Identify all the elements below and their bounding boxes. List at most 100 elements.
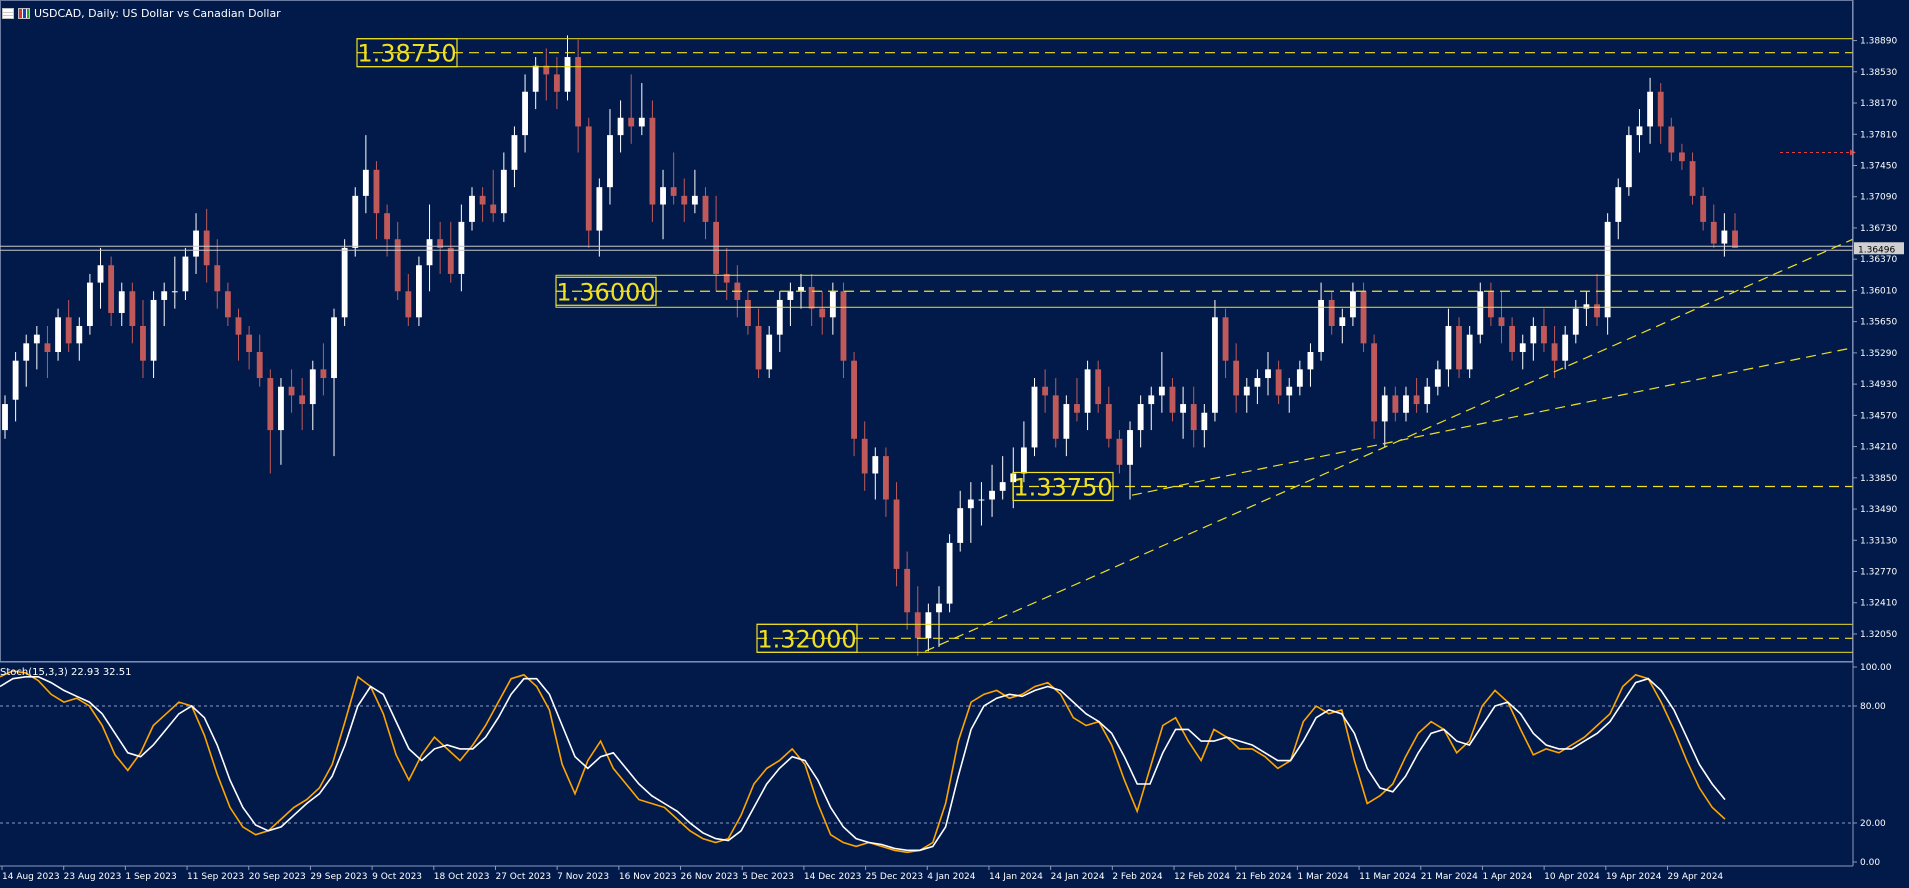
- bear-candle: [203, 230, 210, 266]
- date-tick-label: 7 Nov 2023: [557, 872, 609, 882]
- date-tick-label: 20 Sep 2023: [249, 872, 306, 882]
- bull-candle: [1349, 291, 1356, 318]
- bull-candle: [161, 291, 168, 300]
- bull-candle: [1201, 412, 1208, 431]
- bull-candle: [1020, 447, 1027, 474]
- bear-candle: [394, 239, 401, 292]
- bull-candle: [193, 230, 199, 257]
- price-tick-label: 1.36730: [1860, 224, 1897, 234]
- bull-candle: [596, 187, 603, 231]
- date-tick-label: 9 Oct 2023: [372, 872, 422, 882]
- bear-candle: [1074, 404, 1080, 413]
- bull-candle: [1434, 369, 1441, 387]
- chart-window-icon[interactable]: [2, 7, 14, 19]
- bear-candle: [1360, 291, 1367, 344]
- bull-candle: [798, 286, 804, 292]
- date-tick-label: 12 Feb 2024: [1174, 872, 1230, 882]
- bear-candle: [267, 378, 274, 431]
- bear-candle: [1116, 438, 1123, 465]
- bull-candle: [458, 221, 465, 274]
- bull-candle: [416, 265, 422, 318]
- bull-candle: [86, 282, 93, 326]
- bull-candle: [925, 612, 932, 639]
- bear-candle: [1541, 325, 1547, 344]
- bear-candle: [1095, 369, 1102, 405]
- bull-candle: [1137, 404, 1144, 431]
- bull-candle: [1530, 325, 1537, 344]
- date-tick-label: 5 Dec 2023: [742, 872, 794, 882]
- bear-candle: [65, 317, 72, 344]
- bull-candle: [660, 187, 666, 205]
- bull-candle: [1604, 221, 1611, 318]
- bull-candle: [617, 117, 624, 136]
- bull-candle: [776, 299, 783, 335]
- current-price-label: 1.36496: [1858, 245, 1895, 255]
- date-tick-label: 1 Mar 2024: [1297, 872, 1349, 882]
- date-tick-label: 21 Mar 2024: [1421, 872, 1478, 882]
- price-tick-label: 1.32410: [1860, 599, 1897, 609]
- bear-candle: [1328, 299, 1335, 326]
- bull-candle: [331, 317, 337, 379]
- bear-candle: [479, 195, 486, 205]
- bear-candle: [1700, 195, 1707, 222]
- bear-candle: [1551, 343, 1558, 361]
- trendline-major: [924, 238, 1854, 652]
- symbol-title: USDCAD, Daily: US Dollar vs Canadian Dol…: [34, 6, 281, 20]
- bull-candle: [118, 291, 125, 313]
- bull-candle: [1307, 352, 1314, 370]
- chart-header: USDCAD, Daily: US Dollar vs Canadian Dol…: [0, 0, 281, 26]
- bull-candle: [1318, 299, 1324, 353]
- bull-candle: [500, 169, 507, 214]
- bull-candle: [1265, 369, 1271, 379]
- price-tick-label: 1.34930: [1860, 380, 1897, 390]
- stoch-tick-label: 20.00: [1860, 819, 1886, 829]
- bull-candle: [23, 343, 30, 361]
- stochastic-pane[interactable]: [0, 670, 1853, 854]
- bull-candle: [607, 135, 613, 188]
- bear-candle: [1679, 152, 1685, 162]
- bear-candle: [1052, 395, 1059, 439]
- bear-candle: [1169, 386, 1176, 413]
- bull-candle: [638, 117, 645, 127]
- bull-candle: [1636, 126, 1643, 136]
- bear-candle: [1105, 404, 1112, 439]
- date-tick-label: 18 Oct 2023: [434, 872, 490, 882]
- bull-candle: [1477, 291, 1484, 335]
- price-tick-label: 1.38530: [1860, 68, 1897, 78]
- date-tick-label: 21 Feb 2024: [1236, 872, 1292, 882]
- bear-candle: [553, 74, 560, 92]
- bear-candle: [1456, 325, 1462, 370]
- date-tick-label: 25 Dec 2023: [866, 872, 924, 882]
- bull-candle: [1158, 386, 1165, 396]
- bull-candle: [1721, 230, 1728, 244]
- bear-candle: [384, 213, 391, 240]
- bull-candle: [150, 299, 157, 361]
- level-label: 1.36000: [556, 278, 655, 306]
- bear-candle: [851, 360, 857, 439]
- chart-type-icon[interactable]: [18, 7, 30, 19]
- bull-candle: [967, 499, 974, 509]
- bear-candle: [1275, 369, 1282, 396]
- bull-candle: [362, 169, 369, 196]
- price-tick-label: 1.37090: [1860, 193, 1897, 203]
- bull-candle: [1424, 386, 1431, 405]
- bear-candle: [299, 395, 306, 405]
- level-label-box: [555, 276, 657, 306]
- bear-candle: [670, 187, 677, 196]
- bull-candle: [1466, 334, 1473, 370]
- bear-candle: [1498, 317, 1505, 326]
- date-tick-label: 23 Aug 2023: [64, 872, 122, 882]
- bear-candle: [1668, 126, 1675, 153]
- bull-candle: [829, 291, 836, 318]
- bull-candle: [341, 247, 348, 318]
- bear-candle: [628, 117, 635, 127]
- bear-candle: [585, 126, 592, 231]
- bull-candle: [469, 195, 475, 222]
- price-pane[interactable]: 1.38750 1.36000 1.33750 1.32000: [0, 0, 1856, 663]
- bear-candle: [819, 308, 826, 318]
- date-tick-label: 4 Jan 2024: [927, 872, 975, 882]
- bull-candle: [1296, 369, 1303, 387]
- date-tick-label: 24 Jan 2024: [1051, 872, 1105, 882]
- bull-candle: [1403, 395, 1409, 413]
